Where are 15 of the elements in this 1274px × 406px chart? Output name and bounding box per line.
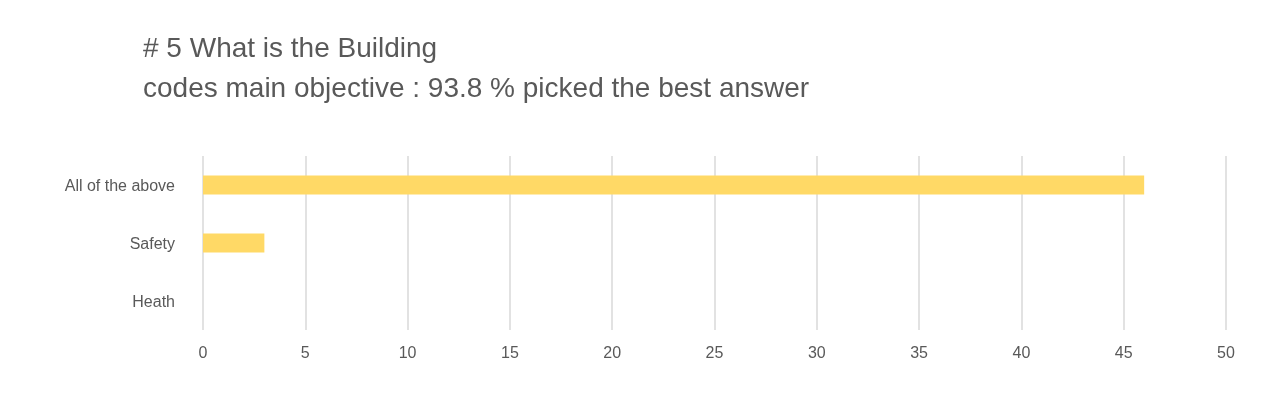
y-tick-label: Safety — [129, 234, 175, 252]
x-tick-label: 35 — [910, 343, 929, 361]
x-tick-label: 25 — [705, 343, 724, 361]
x-tick-label: 20 — [603, 343, 622, 361]
y-tick-label: All of the above — [64, 176, 176, 194]
x-tick-label: 30 — [807, 343, 826, 361]
y-tick-label: Heath — [132, 292, 175, 310]
x-tick-label: 10 — [398, 343, 417, 361]
x-tick-label: 40 — [1012, 343, 1031, 361]
x-tick-label: 0 — [198, 343, 208, 361]
chart-title: # 5 What is the Building codes main objective : 93.8 % picked the best answer — [143, 31, 810, 103]
x-tick-label: 5 — [300, 343, 310, 361]
x-tick-label: 50 — [1217, 343, 1235, 361]
x-tick-label: 45 — [1114, 343, 1133, 361]
x-tick-label: 15 — [501, 343, 519, 361]
